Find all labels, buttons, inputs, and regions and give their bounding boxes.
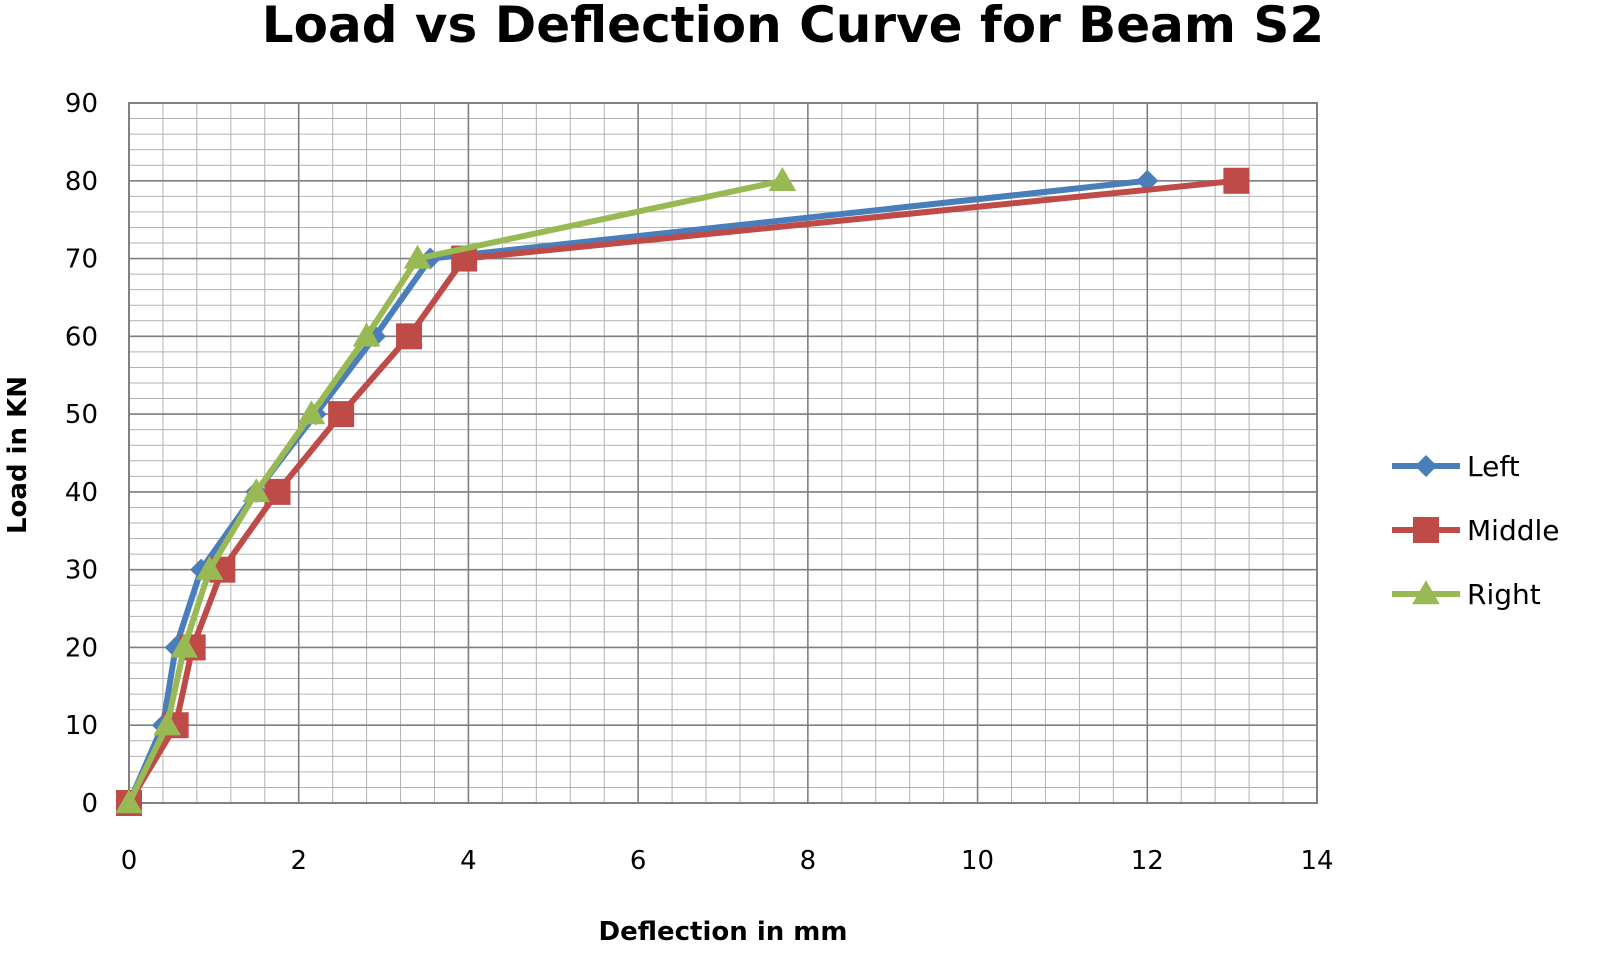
x-tick-label: 10	[961, 846, 994, 876]
y-tick-label: 90	[65, 89, 98, 119]
y-tick-label: 60	[65, 322, 98, 352]
x-tick-label: 4	[460, 846, 477, 876]
legend-item-middle: Middle	[1392, 514, 1560, 547]
chart-title: Load vs Deflection Curve for Beam S2	[262, 0, 1324, 54]
legend-label: Middle	[1467, 514, 1560, 547]
axis-ticks: 0 10 20 30 40 50 60 70 80 90 0 2 4 6 8 10 12 14	[65, 89, 1334, 876]
x-tick-label: 6	[630, 846, 647, 876]
y-tick-label: 70	[65, 245, 98, 275]
legend-item-left: Left	[1392, 450, 1520, 483]
y-tick-label: 40	[65, 478, 98, 508]
legend-label: Right	[1467, 578, 1541, 611]
x-tick-label: 8	[800, 846, 817, 876]
y-tick-label: 20	[65, 633, 98, 663]
plot-area	[128, 102, 1318, 804]
data-point-triangle	[170, 633, 198, 658]
data-point-diamond	[1415, 455, 1437, 477]
y-tick-label: 50	[65, 400, 98, 430]
data-point-triangle	[153, 711, 181, 736]
data-point-square	[1223, 167, 1250, 194]
x-tick-label: 2	[290, 846, 307, 876]
data-point-triangle	[1412, 580, 1440, 605]
data-point-triangle	[403, 244, 432, 269]
data-point-triangle	[768, 166, 797, 191]
x-tick-label: 12	[1131, 846, 1164, 876]
x-tick-label: 0	[121, 846, 138, 876]
y-tick-label: 30	[65, 556, 98, 586]
data-point-square	[1413, 517, 1439, 543]
data-point-triangle	[297, 400, 326, 425]
legend: Left Middle Right	[1392, 450, 1560, 611]
x-axis-label: Deflection in mm	[599, 917, 848, 947]
y-tick-label: 10	[65, 711, 98, 741]
y-tick-label: 80	[65, 167, 98, 197]
data-point-square	[396, 323, 423, 350]
data-point-triangle	[195, 555, 224, 580]
y-axis-label: Load in KN	[3, 376, 33, 534]
legend-item-right: Right	[1392, 578, 1541, 611]
data-point-triangle	[115, 789, 143, 814]
data-point-triangle	[242, 478, 271, 503]
legend-label: Left	[1467, 450, 1520, 483]
y-tick-label: 0	[81, 789, 98, 819]
data-point-triangle	[352, 322, 381, 347]
x-tick-label: 14	[1300, 846, 1333, 876]
grid	[128, 102, 1318, 804]
series-group	[115, 166, 1250, 816]
series-right	[115, 166, 797, 814]
data-point-square	[328, 401, 355, 428]
